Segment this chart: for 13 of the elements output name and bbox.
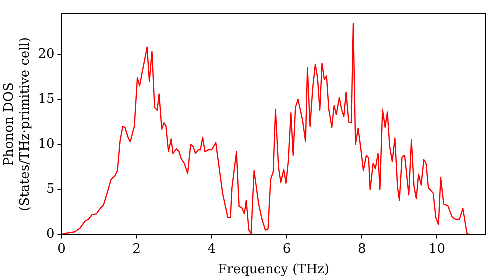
y-tick-label: 0: [46, 227, 55, 242]
x-tick-label: 6: [282, 242, 292, 257]
x-tick-label: 2: [132, 242, 141, 257]
x-tick-label: 8: [358, 242, 366, 257]
y-tick-label: 5: [46, 182, 55, 198]
x-tick-label: 4: [208, 242, 216, 257]
y-tick-label: 10: [38, 137, 55, 152]
x-axis-title: Frequency (THz): [218, 262, 330, 278]
x-tick-label: 0: [58, 242, 66, 257]
y-tick-label: 15: [38, 92, 55, 107]
y-tick-label: 20: [38, 46, 55, 62]
y-axis-title: Phonon DOS (States/THz·primitive cell): [2, 37, 33, 212]
x-tick-label: 10: [428, 242, 446, 257]
